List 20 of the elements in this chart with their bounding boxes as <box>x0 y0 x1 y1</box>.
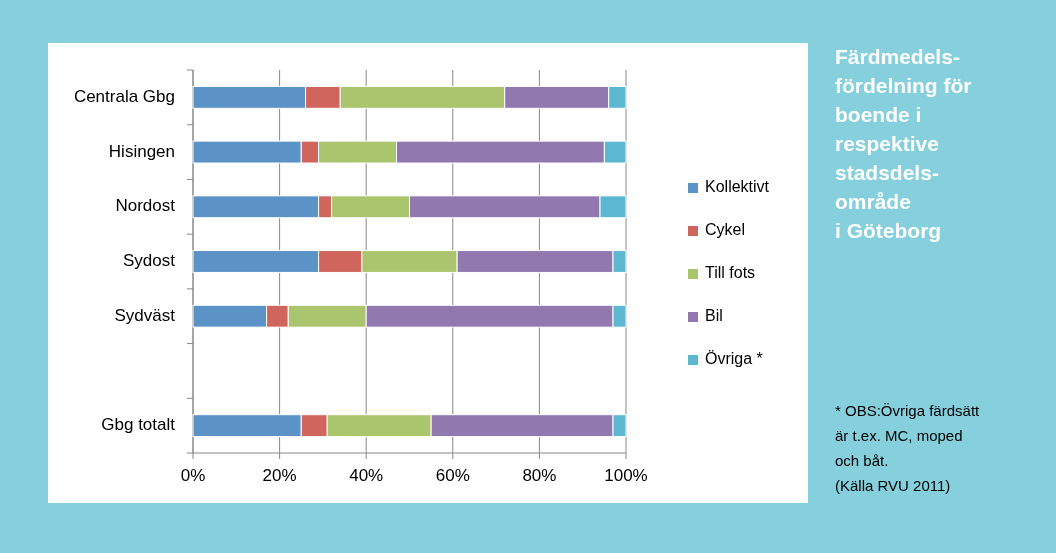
x-tick-label: 100% <box>604 466 648 485</box>
legend-label: Cykel <box>705 221 746 239</box>
text: (Källa RVU 2011) <box>835 477 951 494</box>
text: * OBS:Övriga färdsätt är t.ex. MC, moped och båt. <box>835 402 981 469</box>
y-tick-label: Sydväst <box>114 305 176 325</box>
legend-label: Bil <box>705 307 723 325</box>
y-tick-label: Nordost <box>115 196 176 216</box>
legend-label: Till fots <box>705 264 756 282</box>
y-tick-label: Centrala Gbg <box>73 86 175 106</box>
legend-label: Kollektivt <box>705 178 770 196</box>
legend-label: Övriga * <box>705 350 763 368</box>
y-tick-label: Gbg totalt <box>101 415 176 435</box>
y-tick-label: Sydost <box>123 250 176 270</box>
text: Färdmedels- fördelning för boende i respektive stadsdels- område i Göteborg <box>835 45 972 242</box>
x-tick-label: 0% <box>180 466 206 485</box>
y-tick-label: Hisingen <box>108 141 175 161</box>
x-tick-label: 20% <box>262 466 297 485</box>
x-tick-label: 60% <box>435 466 470 485</box>
x-tick-label: 80% <box>522 466 557 485</box>
x-tick-label: 40% <box>349 466 384 485</box>
